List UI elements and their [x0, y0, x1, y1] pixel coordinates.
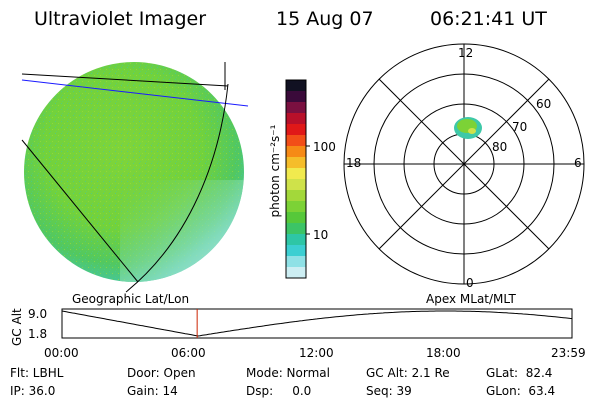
- track-axis-label: GC Alt: [10, 308, 24, 346]
- colorbar-swatch: [286, 168, 306, 180]
- glon-value: GLon: 63.4: [486, 384, 556, 398]
- x-tick-2359: 23:59: [551, 346, 586, 360]
- polar-plot: [343, 43, 585, 285]
- colorbar-swatch: [286, 113, 306, 125]
- door-value: Door: Open: [127, 366, 196, 380]
- gc-alt-value: GC Alt: 2.1 Re: [366, 366, 450, 380]
- glat-value: GLat: 82.4: [486, 366, 553, 380]
- x-tick-1200: 12:00: [299, 346, 334, 360]
- lat-label-80: 80: [492, 140, 508, 154]
- colorbar-swatch: [286, 135, 306, 147]
- colorbar-unit-label: photon cm⁻²s⁻¹: [268, 124, 282, 218]
- colorbar-swatch: [286, 201, 306, 213]
- colorbar-swatch: [286, 223, 306, 235]
- colorbar-swatch: [286, 245, 306, 257]
- x-tick-0000: 00:00: [44, 346, 79, 360]
- colorbar-swatch: [286, 91, 306, 103]
- gain-value: Gain: 14: [127, 384, 178, 398]
- seq-value: Seq: 39: [366, 384, 412, 398]
- mlt-label-6: 6: [574, 156, 582, 170]
- lat-label-70: 70: [512, 120, 528, 134]
- x-tick-0600: 06:00: [171, 346, 206, 360]
- dsp-value: Dsp: 0.0: [246, 384, 312, 398]
- colorbar-swatch: [286, 146, 306, 158]
- colorbar: [285, 79, 310, 279]
- instrument-title: Ultraviolet Imager: [34, 8, 207, 30]
- uv-image-disk: [21, 62, 249, 293]
- colorbar-swatch: [286, 212, 306, 224]
- mlt-label-18: 18: [346, 156, 362, 170]
- ip-value: IP: 36.0: [10, 384, 56, 398]
- x-tick-1800: 18:00: [426, 346, 461, 360]
- polar-aurora-blob: [454, 117, 482, 139]
- colorbar-swatch: [286, 124, 306, 136]
- colorbar-swatch: [286, 80, 306, 92]
- colorbar-swatch: [286, 256, 306, 268]
- mode-value: Mode: Normal: [246, 366, 330, 380]
- track-ytick-top: 9.0: [28, 307, 48, 321]
- track-left-label: Geographic Lat/Lon: [72, 292, 190, 306]
- colorbar-frame: [285, 79, 307, 279]
- track-ytick-bottom: 1.8: [28, 327, 48, 341]
- colorbar-swatch: [286, 190, 306, 202]
- filter-value: Flt: LBHL: [10, 366, 64, 380]
- mlt-label-0: 0: [466, 276, 474, 290]
- colorbar-swatch: [286, 234, 306, 246]
- colorbar-tick-10: 10: [313, 228, 329, 242]
- lat-label-60: 60: [536, 97, 552, 111]
- colorbar-swatch: [286, 179, 306, 191]
- track-right-label: Apex MLat/MLT: [426, 292, 516, 306]
- colorbar-swatch: [286, 267, 306, 279]
- time-label: 06:21:41 UT: [430, 8, 547, 30]
- colorbar-tick-100: 100: [313, 140, 336, 154]
- colorbar-swatch: [286, 102, 306, 114]
- date-label: 15 Aug 07: [276, 8, 374, 30]
- colorbar-swatch: [286, 157, 306, 169]
- mlt-label-12: 12: [458, 46, 474, 60]
